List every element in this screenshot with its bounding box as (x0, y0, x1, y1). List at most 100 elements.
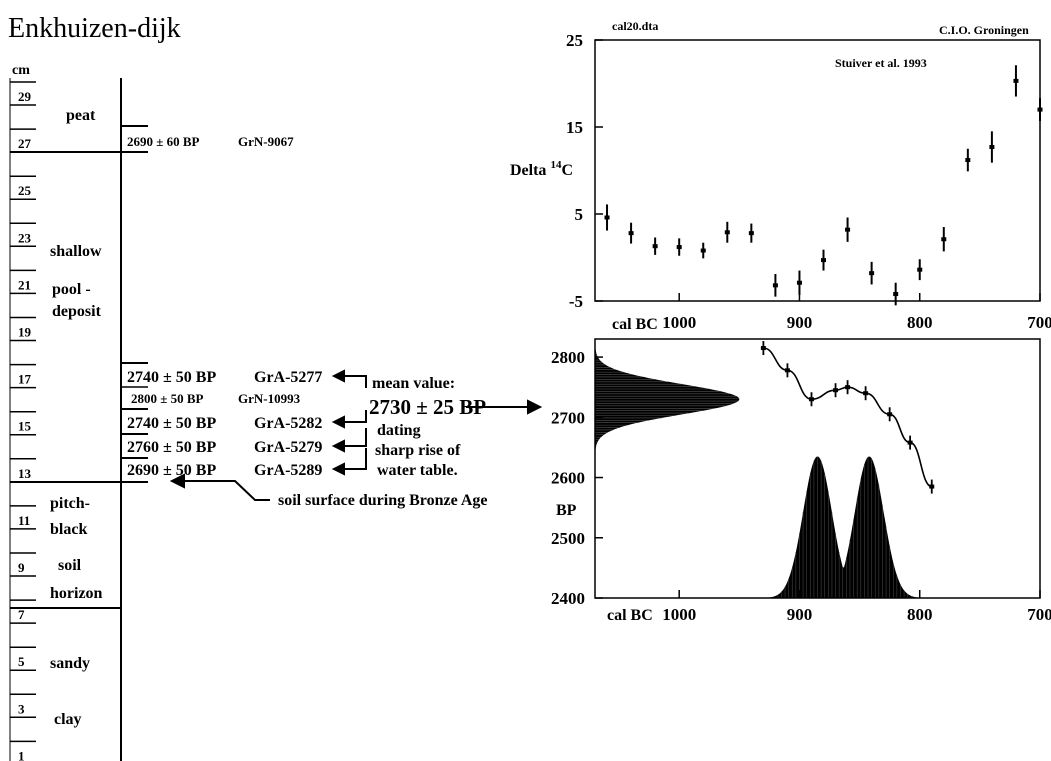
x-tick-label: 1000 (662, 313, 696, 332)
data-point (604, 215, 610, 220)
depth-label: 3 (18, 701, 25, 716)
x-tick-label: 900 (787, 605, 813, 624)
data-point (893, 292, 899, 297)
depth-label: 17 (18, 372, 32, 387)
unit-label-soil: soil (58, 557, 82, 574)
arrow-soil-surface (180, 480, 270, 501)
x-tick-label: 800 (907, 313, 933, 332)
depth-label: 5 (18, 654, 25, 669)
date-value-3: 2740 ± 50 BP (127, 415, 216, 432)
date-value-4: 2760 ± 50 BP (127, 439, 216, 456)
x-tick-label: 700 (1027, 605, 1051, 624)
data-point (796, 280, 802, 285)
date-value-0: 2690 ± 60 BP (127, 134, 200, 149)
depth-label: 15 (18, 419, 32, 434)
arrow-1-head (331, 369, 345, 383)
unit-label-clay: clay (54, 711, 82, 728)
date-value-2: 2800 ± 50 BP (131, 391, 204, 406)
date-lab-2: GrN-10993 (238, 391, 301, 406)
unit-label-horizon: horizon (50, 585, 103, 602)
curve-point (887, 412, 893, 417)
date-lab-4: GrA-5279 (254, 439, 322, 456)
y-tick-label: 15 (566, 118, 583, 137)
curve-point (760, 346, 766, 351)
arrow-2 (338, 410, 367, 423)
calibration-y-axis: 2400 2500 2600 2700 2800 (551, 348, 603, 608)
unit-label-shallow: shallow (50, 243, 102, 260)
mean-note-1: sharp rise of (375, 442, 461, 459)
curve-point (845, 385, 851, 390)
arrow-1 (338, 375, 367, 388)
date-lab-1: GrA-5277 (254, 369, 322, 386)
lab-name-label: C.I.O. Groningen (939, 23, 1029, 37)
data-point (700, 248, 706, 253)
unit-label-pool: pool - (52, 281, 91, 298)
data-point (917, 267, 923, 272)
mean-label: mean value: (372, 375, 455, 392)
y-tick-label: 2400 (551, 589, 585, 608)
calibration-frame (594, 338, 1041, 599)
x-tick-label: 700 (1027, 313, 1051, 332)
arrow-3-head (331, 439, 345, 453)
x-tick-label: 900 (787, 313, 813, 332)
date-value-5: 2690 ± 50 BP (127, 462, 216, 479)
data-point (1037, 107, 1043, 112)
data-point (724, 230, 730, 235)
arrow-mean-head (527, 399, 543, 415)
y-tick-label: 2500 (551, 529, 585, 548)
delta14c-x-prefix: cal BC (612, 316, 658, 333)
calibration-x-axis: 1000 900 800 700 (662, 590, 1051, 624)
depth-unit-label: cm (12, 63, 30, 78)
date-lab-3: GrA-5282 (254, 415, 322, 432)
delta14c-y-axis: -5 5 15 25 (566, 31, 603, 311)
depth-label: 1 (18, 748, 25, 761)
curve-point (863, 391, 869, 396)
depth-label: 27 (18, 136, 32, 151)
y-tick-label: 5 (575, 205, 584, 224)
delta14c-frame (594, 39, 1041, 302)
delta14c-x-axis: 1000 900 800 700 (662, 293, 1051, 332)
core-profile: cm 29 27 25 23 21 19 17 15 13 11 9 7 5 3 1 peat shallo… (9, 63, 543, 761)
y-tick-label: 25 (566, 31, 583, 50)
soil-surface-label: soil surface during Bronze Age (278, 492, 487, 509)
depth-label: 29 (18, 89, 32, 104)
bp-distribution-shape (595, 339, 740, 460)
calibration-curve (760, 341, 935, 494)
depth-label: 19 (18, 325, 32, 340)
data-point (845, 227, 851, 232)
calibration-chart: BP cal BC 2400 2500 2600 2700 2800 1000 900 80… (551, 338, 1051, 624)
data-point (748, 231, 754, 236)
curve-point (808, 397, 814, 402)
y-tick-label: 2700 (551, 408, 585, 427)
data-point (1013, 78, 1019, 83)
depth-label: 21 (18, 277, 31, 292)
delta14c-ylabel: Delta 14C (510, 159, 573, 179)
curve-point (929, 484, 935, 489)
mean-note-2: water table. (377, 462, 458, 479)
unit-label-deposit: deposit (52, 303, 102, 320)
arrow-soil-head (169, 473, 185, 489)
date-value-1: 2740 ± 50 BP (127, 369, 216, 386)
figure-title: Enkhuizen-dijk (8, 13, 181, 44)
mean-value: 2730 ± 25 BP (369, 395, 486, 419)
data-file-label: cal20.dta (612, 19, 658, 33)
unit-label-peat: peat (66, 107, 96, 124)
data-point (821, 258, 827, 263)
y-tick-label: 2800 (551, 348, 585, 367)
calendar-distribution (751, 456, 932, 598)
arrow-2-head (331, 415, 345, 429)
arrow-4-head (331, 462, 345, 476)
depth-label: 7 (18, 607, 25, 622)
depth-label: 11 (18, 513, 30, 528)
mean-note-0: dating (377, 422, 421, 439)
delta14c-chart: cal20.dta C.I.O. Groningen Stuiver et al… (510, 19, 1051, 333)
data-point (941, 237, 947, 242)
y-tick-label: -5 (569, 292, 583, 311)
date-lab-5: GrA-5289 (254, 462, 322, 479)
data-point (676, 245, 682, 250)
delta14c-points (604, 65, 1043, 306)
curve-point (784, 368, 790, 373)
bp-distribution (595, 339, 740, 460)
calibration-x-prefix: cal BC (607, 607, 653, 624)
